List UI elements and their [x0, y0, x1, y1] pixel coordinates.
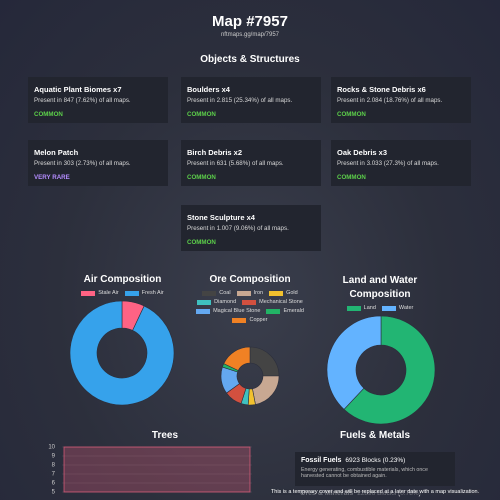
legend-swatch: [232, 317, 247, 323]
page-url[interactable]: nftmaps.gg/map/7957: [220, 32, 280, 38]
legend-item: Fresh Air: [124, 290, 164, 296]
legend-swatch: [236, 290, 251, 296]
pie-slice: [69, 300, 175, 406]
legend-label: Magical Blue Stone: [213, 308, 261, 314]
legend-label: Diamond: [214, 299, 237, 305]
pie-slice: [343, 315, 436, 425]
legend-label: Iron: [253, 290, 264, 296]
y-tick-label: 10: [48, 445, 55, 451]
fuel-name: Fossil Fuels: [301, 457, 342, 464]
legend-label: Water: [398, 305, 414, 311]
y-tick-label: 5: [52, 490, 56, 496]
object-card: Melon Patch Present in 303 (2.73%) of all…: [28, 140, 168, 186]
object-card: Birch Debris x2 Present in 631 (5.68%) of…: [181, 140, 321, 186]
bar: [63, 446, 251, 493]
object-presence: Present in 1.007 (9.06%) of all maps.: [187, 225, 289, 232]
object-name: Oak Debris x3: [337, 148, 388, 157]
pie-slice: [326, 315, 382, 410]
legend-item: Coal: [202, 290, 231, 296]
object-presence: Present in 847 (7.62%) of all maps.: [34, 97, 131, 104]
legend-item: Magical Blue Stone: [196, 308, 260, 314]
object-presence: Present in 303 (2.73%) of all maps.: [34, 160, 131, 167]
object-card: Rocks & Stone Debris x6 Present in 2.084 …: [331, 77, 471, 123]
legend-item: Stale Air: [81, 290, 119, 296]
chart-title: Ore Composition: [209, 274, 291, 285]
legend-item: Copper: [232, 317, 268, 323]
fuel-description: Energy generating, combustible materials…: [301, 467, 428, 479]
object-rarity: COMMON: [337, 111, 366, 118]
object-presence: Present in 3.033 (27.3%) of all maps.: [337, 160, 439, 167]
object-rarity: COMMON: [337, 174, 366, 181]
legend-swatch: [81, 290, 96, 296]
legend-label: Mechanical Stone: [259, 299, 303, 305]
legend-swatch: [196, 308, 211, 314]
notice: This is a temporary cover and will be re…: [270, 489, 480, 495]
object-name: Rocks & Stone Debris x6: [337, 85, 426, 94]
object-card: Stone Sculpture x4 Present in 1.007 (9.06…: [181, 205, 321, 251]
section-heading: Objects & Structures: [200, 54, 300, 65]
y-tick-label: 9: [52, 454, 56, 460]
y-tick-label: 8: [52, 463, 56, 469]
object-rarity: COMMON: [34, 111, 63, 118]
legend-label: Gold: [286, 290, 298, 296]
object-card: Aquatic Plant Biomes x7 Present in 847 (7…: [28, 77, 168, 123]
legend-item: Gold: [269, 290, 298, 296]
legend-swatch: [269, 290, 284, 296]
object-name: Stone Sculpture x4: [187, 213, 255, 222]
object-name: Melon Patch: [34, 148, 79, 157]
page-title: Map #7957: [212, 13, 288, 30]
legend-label: Emerald: [283, 308, 304, 314]
legend-label: Fresh Air: [141, 290, 164, 296]
object-card: Boulders x4 Present in 2.815 (25.34%) of …: [181, 77, 321, 123]
legend-item: Mechanical Stone: [242, 299, 303, 305]
legend-item: Water: [381, 305, 414, 311]
legend-label: Coal: [219, 290, 231, 296]
object-card: Oak Debris x3 Present in 3.033 (27.3%) of…: [331, 140, 471, 186]
legend-swatch: [266, 308, 281, 314]
chart-title: Land and Water Composition: [342, 275, 418, 300]
chart-title: Trees: [151, 430, 179, 441]
legend-item: Land: [346, 305, 376, 311]
object-name: Birch Debris x2: [187, 148, 243, 157]
y-tick-label: 6: [52, 481, 56, 487]
chart-title: Air Composition: [83, 274, 162, 285]
object-presence: Present in 2.815 (25.34%) of all maps.: [187, 97, 293, 104]
y-tick-label: 7: [52, 472, 56, 478]
legend: Coal Iron Gold Diamond Mechanical Stone Magic…: [195, 290, 305, 323]
fuel-card: Fossil Fuels 6923 Blocks (0.23%) Energy …: [295, 452, 455, 486]
legend-swatch: [242, 299, 257, 305]
legend-label: Stale Air: [98, 290, 119, 296]
legend: Land Water: [325, 305, 435, 311]
pie-slice: [223, 346, 251, 371]
object-name: Aquatic Plant Biomes x7: [34, 85, 122, 94]
legend-swatch: [124, 290, 139, 296]
legend-swatch: [381, 305, 396, 311]
object-presence: Present in 631 (5.68%) of all maps.: [187, 160, 284, 167]
object-name: Boulders x4: [187, 85, 230, 94]
section-heading: Fuels & Metals: [339, 430, 411, 441]
object-rarity: COMMON: [187, 174, 216, 181]
legend-label: Copper: [249, 317, 268, 323]
legend-swatch: [202, 290, 217, 296]
pie-slice: [252, 375, 280, 405]
legend-swatch: [197, 299, 212, 305]
legend-item: Iron: [236, 290, 264, 296]
legend-label: Land: [363, 305, 376, 311]
fuel-amount: 6923 Blocks (0.23%): [345, 457, 406, 464]
legend-item: Emerald: [266, 308, 304, 314]
legend-item: Diamond: [197, 299, 236, 305]
object-rarity: VERY RARE: [34, 174, 70, 181]
object-rarity: COMMON: [187, 239, 216, 246]
object-presence: Present in 2.084 (18.76%) of all maps.: [337, 97, 443, 104]
legend: Stale Air Fresh Air: [40, 290, 205, 296]
object-rarity: COMMON: [187, 111, 216, 118]
legend-swatch: [346, 305, 361, 311]
pie-slice: [249, 346, 280, 377]
